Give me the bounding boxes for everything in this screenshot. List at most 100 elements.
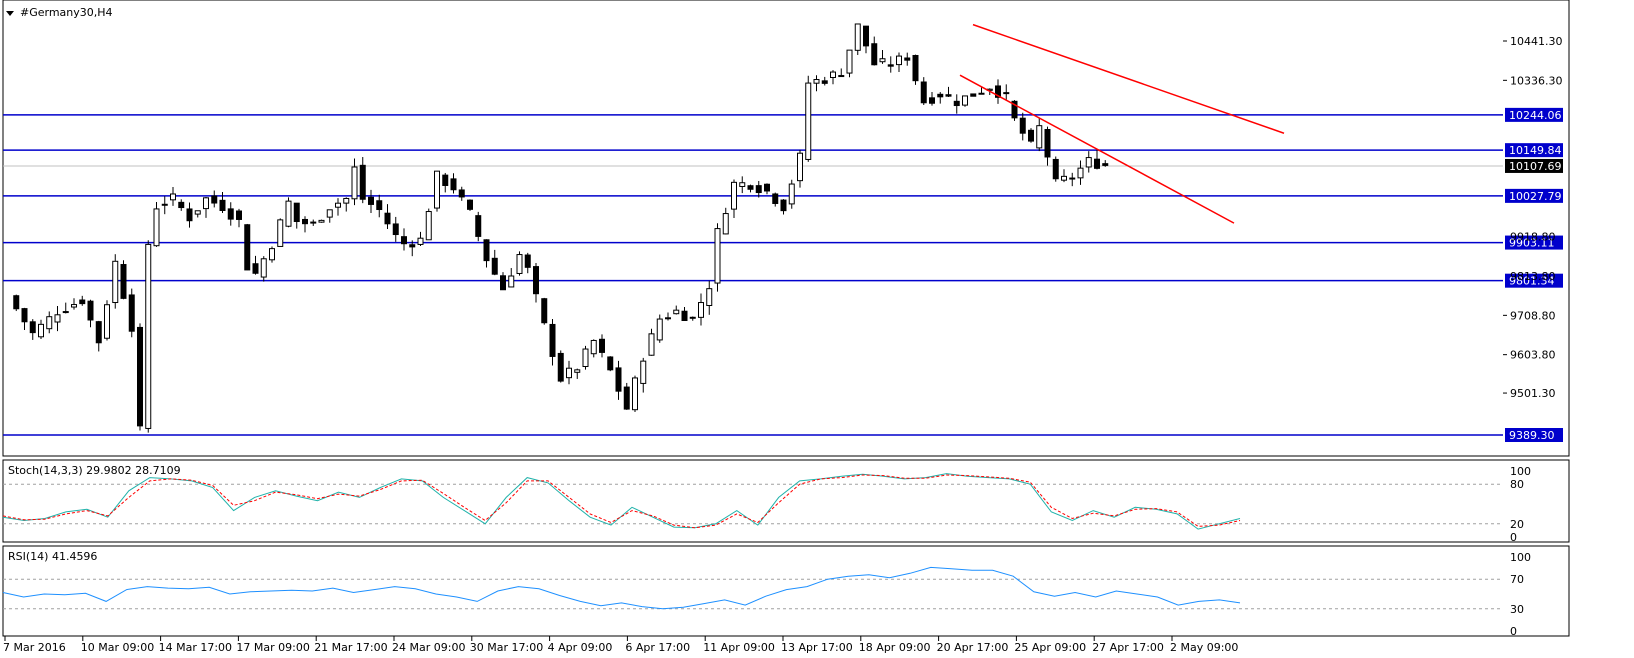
candle-body bbox=[236, 210, 242, 220]
candle-body bbox=[1011, 100, 1018, 119]
candle-body bbox=[871, 43, 878, 66]
current-price-label: 10107.69 bbox=[1509, 160, 1562, 173]
candle-body bbox=[219, 199, 226, 211]
indicator-axis-label: 30 bbox=[1510, 603, 1524, 616]
candle-body bbox=[722, 213, 729, 235]
candle-body bbox=[1069, 177, 1076, 180]
candle-body bbox=[516, 254, 523, 274]
channel-upper-line[interactable] bbox=[972, 23, 1285, 134]
candle-body bbox=[46, 316, 53, 330]
time-axis-label: 7 Mar 2016 bbox=[3, 641, 66, 654]
candle-body bbox=[805, 82, 812, 160]
level-label-box bbox=[1505, 107, 1563, 122]
candle-body bbox=[813, 79, 820, 84]
candle-body bbox=[21, 308, 28, 323]
candle-body bbox=[574, 369, 581, 373]
candle-body bbox=[87, 300, 94, 321]
candle-body bbox=[343, 197, 350, 204]
candle-body bbox=[1061, 175, 1067, 181]
candle-body bbox=[648, 333, 655, 356]
candle-body bbox=[269, 248, 275, 261]
candle-body bbox=[442, 174, 449, 186]
candle-body bbox=[409, 244, 416, 248]
indicator-series-line bbox=[2, 474, 1241, 529]
time-axis-label: 10 Mar 09:00 bbox=[81, 641, 154, 654]
candle-body bbox=[640, 360, 647, 384]
candle-body bbox=[755, 185, 762, 194]
candle-body bbox=[491, 257, 498, 275]
candle-body bbox=[929, 97, 935, 104]
candle-body bbox=[739, 182, 746, 187]
candle-body bbox=[1003, 92, 1010, 95]
time-axis-label: 2 May 09:00 bbox=[1170, 641, 1238, 654]
candle-body bbox=[920, 81, 927, 104]
indicator-axis-label: 0 bbox=[1510, 531, 1517, 544]
candle-body bbox=[401, 236, 407, 245]
candle-body bbox=[706, 288, 713, 307]
stoch-title: Stoch(14,3,3) 29.9802 28.7109 bbox=[8, 464, 181, 477]
current-price-box bbox=[1505, 158, 1563, 173]
time-axis-label: 21 Mar 17:00 bbox=[314, 641, 387, 654]
candle-body bbox=[1036, 125, 1043, 149]
candle-body bbox=[450, 178, 457, 191]
level-label-box bbox=[1505, 143, 1563, 158]
candle-body bbox=[500, 275, 506, 291]
candle-body bbox=[731, 181, 737, 210]
candle-body bbox=[351, 166, 358, 200]
candle-body bbox=[277, 219, 284, 247]
candle-body bbox=[359, 164, 366, 200]
candle-body bbox=[62, 311, 69, 314]
level-label: 10149.84 bbox=[1509, 144, 1562, 157]
candle-body bbox=[1102, 163, 1109, 166]
candle-body bbox=[846, 49, 853, 74]
candle-body bbox=[186, 208, 193, 222]
candle-body bbox=[1028, 129, 1034, 142]
indicator-axis-label: 100 bbox=[1510, 551, 1531, 564]
candle-body bbox=[714, 228, 721, 284]
candle-body bbox=[566, 367, 572, 379]
channel-lower-line[interactable] bbox=[959, 74, 1235, 224]
candle-body bbox=[599, 338, 605, 353]
candle-body bbox=[310, 221, 317, 224]
candle-body bbox=[607, 356, 614, 371]
candle-body bbox=[194, 210, 201, 215]
candle-body bbox=[681, 310, 688, 322]
candle-body bbox=[260, 258, 267, 278]
candle-body bbox=[854, 23, 861, 51]
candle-body bbox=[945, 94, 952, 97]
candle-body bbox=[71, 304, 77, 308]
candle-body bbox=[1085, 157, 1092, 168]
time-axis-label: 20 Apr 17:00 bbox=[937, 641, 1009, 654]
candle-body bbox=[533, 266, 539, 295]
candle-body bbox=[632, 377, 638, 411]
candle-body bbox=[879, 58, 886, 63]
candle-body bbox=[863, 25, 869, 47]
time-axis-label: 17 Mar 09:00 bbox=[236, 641, 309, 654]
candle-body bbox=[838, 75, 845, 78]
time-axis-label: 18 Apr 09:00 bbox=[859, 641, 931, 654]
candle-body bbox=[937, 93, 944, 98]
candle-body bbox=[137, 326, 143, 427]
level-label-box bbox=[1505, 235, 1563, 250]
candle-body bbox=[689, 316, 696, 319]
indicator-series-line bbox=[2, 566, 1241, 610]
stochastic-panel bbox=[2, 459, 1570, 543]
candle-body bbox=[302, 218, 308, 225]
indicator-axis-label: 100 bbox=[1510, 465, 1531, 478]
price-axis-label: 9501.30 bbox=[1510, 387, 1556, 400]
candle-body bbox=[557, 352, 564, 382]
level-label: 9903.11 bbox=[1509, 237, 1555, 250]
level-label: 9389.30 bbox=[1509, 429, 1555, 442]
candle-body bbox=[541, 298, 548, 324]
candle-body bbox=[1094, 158, 1100, 169]
candle-body bbox=[178, 201, 185, 209]
time-axis-label: 24 Mar 09:00 bbox=[392, 641, 465, 654]
level-label: 10027.79 bbox=[1509, 190, 1562, 203]
candle-body bbox=[508, 275, 515, 288]
candle-body bbox=[128, 294, 135, 332]
price-axis-label: 9918.80 bbox=[1510, 231, 1556, 244]
candle-body bbox=[962, 95, 968, 106]
chart-menu-triangle-icon[interactable] bbox=[6, 11, 14, 16]
time-axis-label: 11 Apr 09:00 bbox=[703, 641, 775, 654]
candle-body bbox=[830, 71, 836, 78]
